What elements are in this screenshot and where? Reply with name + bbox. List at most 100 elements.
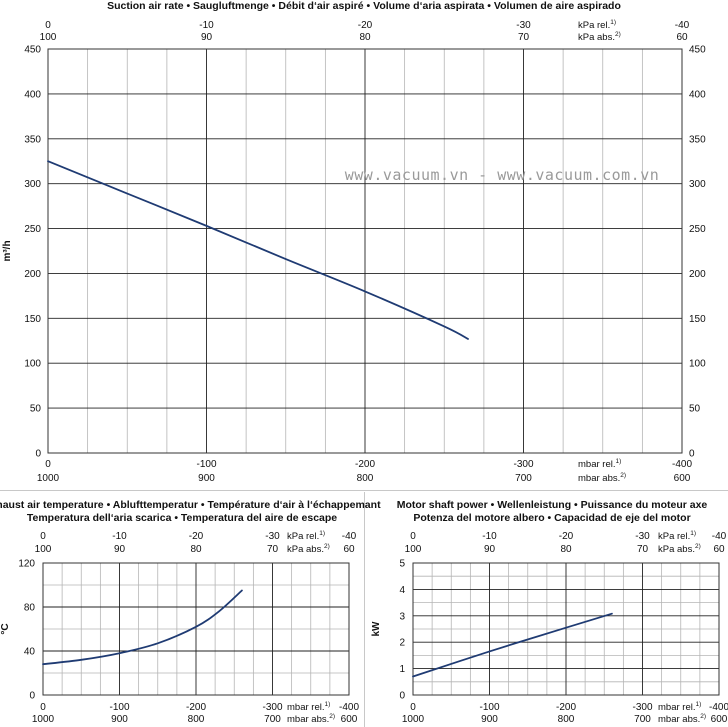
y-tick-label: 40: [24, 647, 36, 658]
bottom-abs-unit: mbar abs.2): [658, 713, 706, 725]
bottom-rel-tick-label: -200: [355, 459, 375, 470]
top-rel-unit-note: 1): [610, 19, 616, 26]
top-abs-unit: kPa abs.2): [578, 31, 621, 43]
y-tick-label: 1: [399, 664, 405, 675]
bottom-rel-unit-text: mbar rel.: [287, 702, 324, 713]
y-tick-label: 100: [24, 359, 41, 370]
y-tick-label: 300: [24, 179, 41, 190]
y-tick-label-right: 150: [689, 314, 706, 325]
y-axis-title: m³/h: [2, 240, 13, 261]
unit-label-bg: [656, 713, 708, 724]
top-rel-tick-label: -10: [482, 531, 497, 542]
y-tick-label-right: 50: [689, 404, 701, 415]
bottom-rel-tick-label: -100: [196, 459, 216, 470]
bottom-abs-tick-label: 900: [111, 714, 128, 725]
chart-title: Motor shaft power • Wellenleistung • Pui…: [397, 499, 708, 511]
y-axis-title: kW: [371, 621, 382, 637]
y-tick-label-right: 300: [689, 179, 706, 190]
bottom-abs-tick-label: 900: [481, 714, 498, 725]
bottom-rel-unit-text: mbar rel.: [578, 459, 615, 470]
top-abs-tick-label: 70: [518, 32, 530, 43]
y-tick-label: 350: [24, 134, 41, 145]
chart-title: Potenza del motore albero • Capacidad de…: [413, 512, 690, 524]
plot-frame: [412, 562, 720, 696]
top-abs-tick-label: 100: [35, 544, 52, 555]
bottom-rel-tick-label: 0: [45, 459, 51, 470]
bottom-abs-tick-label: 800: [558, 714, 575, 725]
unit-label-bg: [576, 31, 632, 42]
bottom-abs-tick-label: 1000: [402, 714, 425, 725]
unit-label-bg: [656, 701, 708, 712]
top-rel-tick-label: -40: [342, 531, 357, 542]
bottom-abs-unit-text: mbar abs.: [287, 714, 329, 725]
y-tick-label-right: 450: [689, 45, 706, 56]
unit-label-bg: [285, 543, 337, 554]
top-rel-unit-note: 1): [690, 530, 696, 537]
unit-label-bg: [576, 472, 632, 483]
top-abs-unit-note: 2): [695, 543, 701, 550]
suction-air-rate-chart: Suction air rate • Saugluftmenge • Débit…: [2, 0, 706, 484]
bottom-rel-unit-note: 1): [324, 701, 330, 708]
y-tick-label-right: 350: [689, 134, 706, 145]
bottom-rel-unit: mbar rel.1): [287, 701, 330, 713]
unit-label-bg: [576, 19, 632, 30]
bottom-rel-tick-label: -300: [513, 459, 533, 470]
unit-label-bg: [656, 543, 708, 554]
unit-label-bg: [285, 701, 337, 712]
top-abs-tick-label: 80: [359, 32, 371, 43]
top-abs-unit-text: kPa abs.: [287, 544, 324, 555]
bottom-rel-tick-label: -300: [632, 702, 652, 713]
y-tick-label: 50: [30, 404, 42, 415]
bottom-abs-unit-note: 2): [700, 713, 706, 720]
chart-title: Exhaust air temperature • Ablufttemperat…: [0, 499, 381, 511]
y-tick-label: 400: [24, 89, 41, 100]
plot-frame: [47, 48, 683, 454]
y-tick-label: 3: [399, 611, 405, 622]
top-rel-tick-label: -30: [516, 20, 531, 31]
bottom-rel-tick-label: -100: [479, 702, 499, 713]
bottom-rel-unit-note: 1): [695, 701, 701, 708]
bottom-abs-unit: mbar abs.2): [578, 472, 626, 484]
top-rel-tick-label: -40: [712, 531, 727, 542]
y-tick-label: 5: [399, 559, 405, 570]
bottom-rel-unit-text: mbar rel.: [658, 702, 695, 713]
series-line: [42, 589, 243, 666]
unit-label-bg: [576, 458, 632, 469]
bottom-abs-tick-label: 700: [264, 714, 281, 725]
y-tick-label-right: 100: [689, 359, 706, 370]
top-rel-tick-label: -20: [189, 531, 204, 542]
top-abs-unit-note: 2): [324, 543, 330, 550]
top-abs-tick-label: 70: [267, 544, 279, 555]
top-abs-tick-label: 100: [405, 544, 422, 555]
top-abs-tick-label: 90: [114, 544, 126, 555]
bottom-abs-unit-text: mbar abs.: [658, 714, 700, 725]
top-rel-tick-label: 0: [40, 531, 46, 542]
top-abs-tick-label: 90: [484, 544, 496, 555]
top-rel-tick-label: -20: [358, 20, 373, 31]
top-abs-tick-label: 60: [676, 32, 688, 43]
top-rel-tick-label: -40: [675, 20, 690, 31]
top-abs-tick-label: 100: [40, 32, 57, 43]
y-tick-label-right: 200: [689, 269, 706, 280]
bottom-abs-unit-note: 2): [329, 713, 335, 720]
top-abs-unit-text: kPa abs.: [658, 544, 695, 555]
bottom-rel-tick-label: -400: [709, 702, 728, 713]
y-tick-label-right: 250: [689, 224, 706, 235]
bottom-rel-tick-label: -300: [262, 702, 282, 713]
top-rel-unit: kPa rel.1): [578, 19, 616, 31]
top-rel-unit: kPa rel.1): [287, 530, 325, 542]
motor-shaft-power-chart: Motor shaft power • Wellenleistung • Pui…: [371, 499, 728, 725]
top-rel-tick-label: -20: [559, 531, 574, 542]
y-tick-label: 0: [29, 691, 35, 702]
bottom-abs-tick-label: 1000: [37, 473, 60, 484]
y-axis-title: °C: [0, 623, 11, 634]
bottom-rel-unit-note: 1): [615, 458, 621, 465]
y-tick-label: 80: [24, 603, 36, 614]
y-tick-label: 450: [24, 45, 41, 56]
bottom-abs-tick-label: 900: [198, 473, 215, 484]
bottom-abs-tick-label: 700: [515, 473, 532, 484]
top-rel-unit-text: kPa rel.: [287, 531, 319, 542]
top-abs-tick-label: 60: [713, 544, 725, 555]
top-rel-unit-text: kPa rel.: [578, 20, 610, 31]
